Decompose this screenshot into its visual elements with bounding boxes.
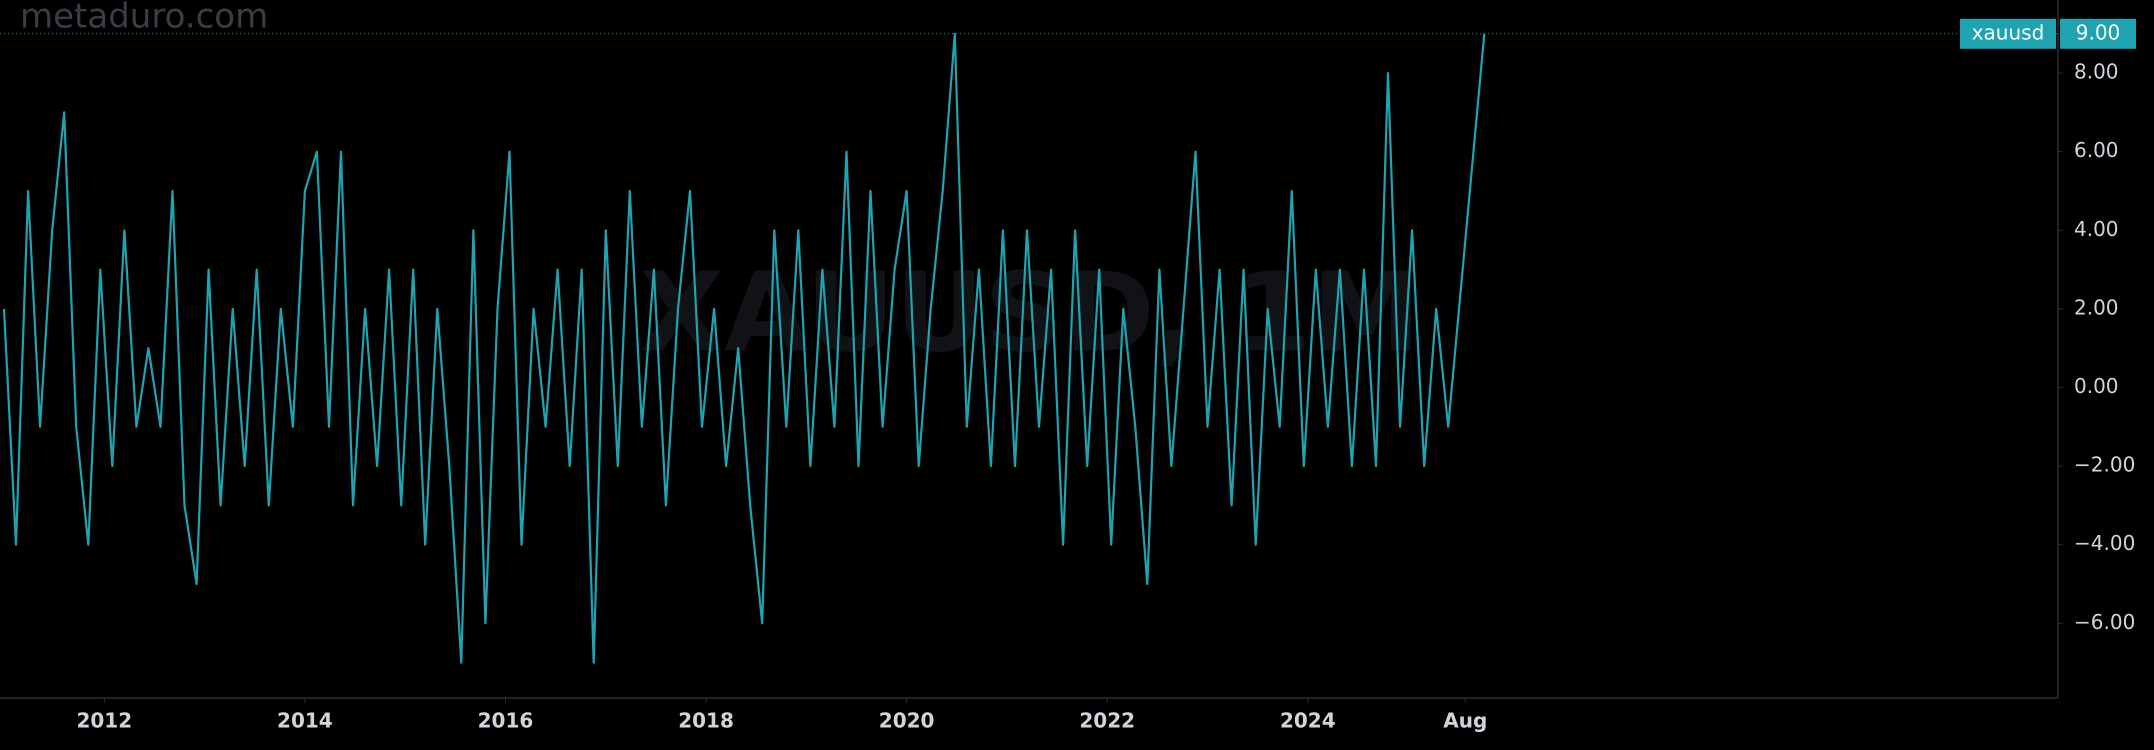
- y-tick-label: −4.00: [2074, 531, 2135, 555]
- price-badge-label: 9.00: [2076, 20, 2121, 44]
- y-tick-label: −6.00: [2074, 610, 2135, 634]
- watermark: metaduro.com: [20, 0, 268, 37]
- y-tick-label: 8.00: [2074, 60, 2119, 84]
- y-tick-label: −2.00: [2074, 453, 2135, 477]
- x-tick-label: 2020: [879, 709, 935, 733]
- y-tick-label: 2.00: [2074, 295, 2119, 319]
- x-tick-label: Aug: [1443, 709, 1487, 733]
- x-tick-label: 2014: [277, 709, 333, 733]
- x-tick-label: 2024: [1280, 709, 1336, 733]
- x-tick-label: 2012: [76, 709, 132, 733]
- price-line: [2, 32, 1486, 664]
- y-tick-label: 0.00: [2074, 374, 2119, 398]
- symbol-badge: [1960, 18, 2056, 49]
- x-tick-label: 2018: [678, 709, 734, 733]
- y-tick-label: 6.00: [2074, 138, 2119, 162]
- x-tick-label: 2022: [1079, 709, 1135, 733]
- symbol-badge-label: xauusd: [1972, 20, 2045, 44]
- price-badge: [2060, 18, 2136, 49]
- x-tick-label: 2016: [478, 709, 534, 733]
- y-tick-label: 4.00: [2074, 217, 2119, 241]
